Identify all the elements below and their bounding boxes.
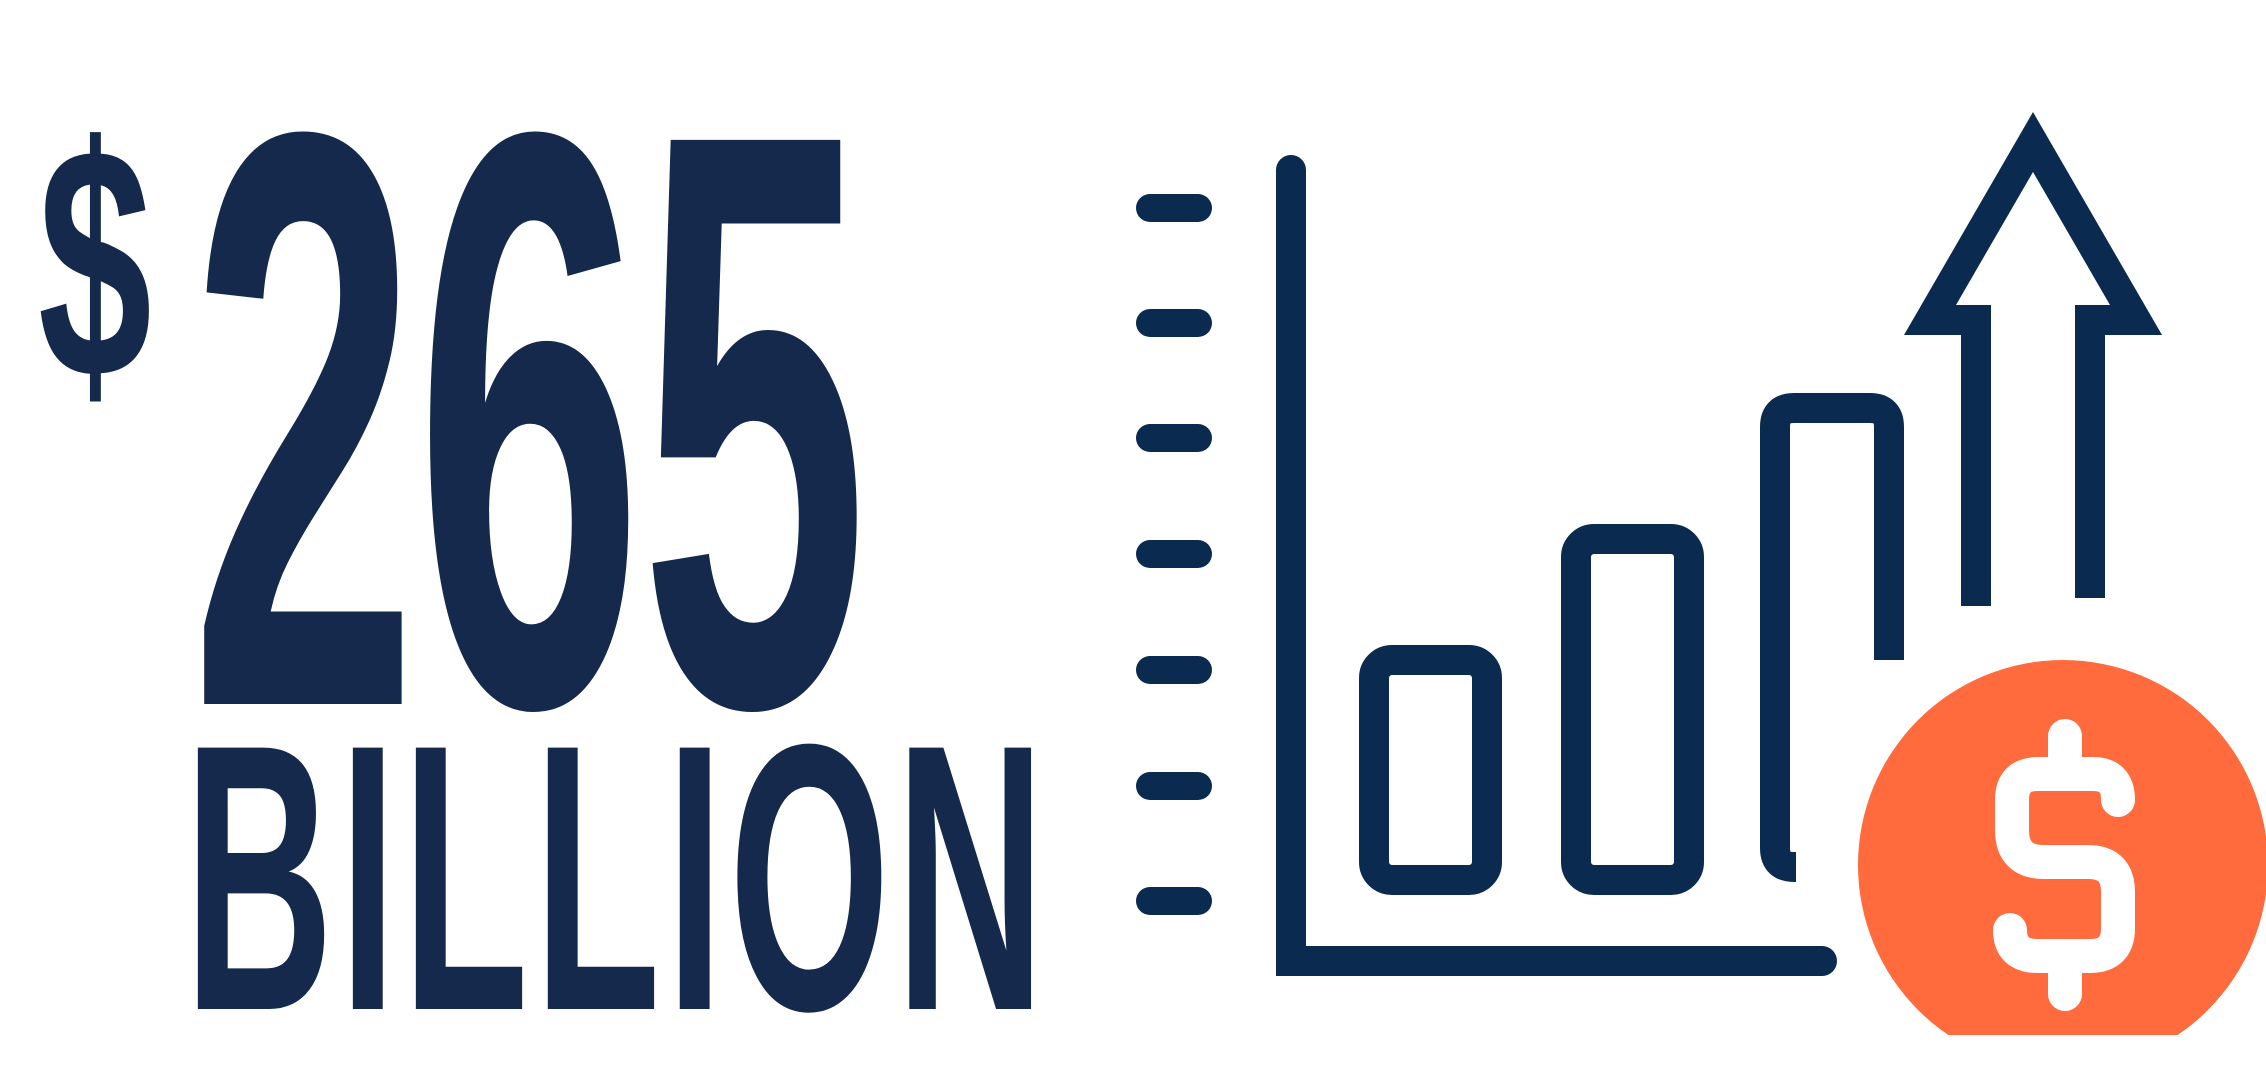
chart-bar	[1561, 524, 1704, 895]
amount-value: 265	[190, 0, 868, 878]
up-arrow-icon	[1903, 112, 2163, 606]
dollar-coin-icon	[1858, 660, 2266, 1035]
currency-symbol: $	[38, 78, 152, 447]
chart-bar	[1359, 645, 1502, 895]
headline: $ 265 BILLION	[0, 0, 1080, 1068]
bar-chart-growth-icon	[1136, 112, 2266, 1035]
chart-axes	[1276, 155, 1837, 976]
amount-unit: BILLION	[184, 665, 1051, 1090]
chart-bar	[1760, 393, 1904, 882]
chart-bars	[1359, 393, 1904, 895]
tick-dashes	[1136, 194, 1212, 915]
